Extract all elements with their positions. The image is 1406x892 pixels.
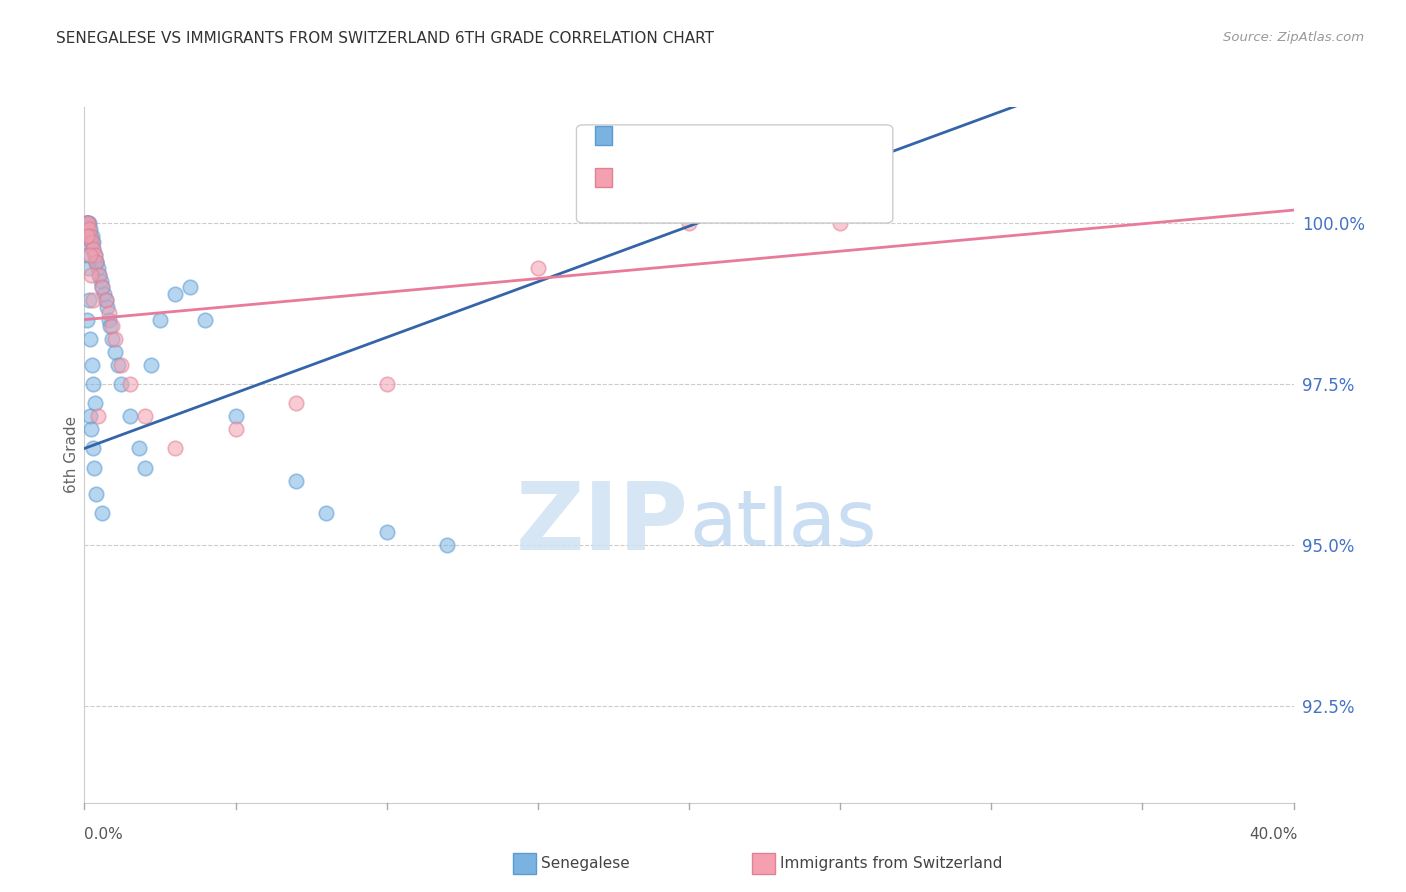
Point	[80, 235, 103, 250]
Point	[80, 422, 103, 436]
Point	[134, 409, 156, 424]
Text: 40.0%: 40.0%	[1250, 827, 1298, 841]
Point	[104, 344, 127, 359]
Point	[91, 506, 114, 520]
Point	[79, 332, 101, 346]
Point	[89, 268, 111, 282]
Y-axis label: 6th Grade: 6th Grade	[63, 417, 79, 493]
Point	[76, 216, 98, 230]
Point	[89, 268, 111, 282]
Point	[86, 486, 108, 500]
Point	[76, 248, 98, 262]
Point	[149, 312, 172, 326]
Point	[84, 396, 107, 410]
Point	[77, 222, 100, 236]
Point	[527, 261, 550, 276]
Point	[79, 228, 101, 243]
Point	[77, 293, 100, 308]
Point	[97, 306, 120, 320]
Text: 0.0%: 0.0%	[84, 827, 124, 841]
Point	[118, 377, 141, 392]
Point	[165, 286, 187, 301]
Point	[91, 280, 114, 294]
Point	[100, 319, 122, 334]
Point	[79, 228, 101, 243]
Point	[93, 286, 115, 301]
Point	[77, 216, 100, 230]
Point	[76, 228, 98, 243]
Point	[79, 248, 101, 262]
Point	[96, 300, 118, 314]
Point	[165, 442, 187, 456]
Point	[86, 254, 108, 268]
Point	[134, 460, 156, 475]
Point	[375, 377, 398, 392]
Point	[82, 377, 104, 392]
Point	[75, 216, 97, 230]
Point	[830, 216, 852, 230]
Text: R = 0.508   N = 54: R = 0.508 N = 54	[620, 127, 804, 145]
Point	[98, 319, 121, 334]
Point	[91, 280, 114, 294]
Point	[94, 293, 117, 308]
Point	[82, 235, 104, 250]
Point	[76, 216, 98, 230]
Text: Senegalese: Senegalese	[541, 856, 630, 871]
Point	[82, 442, 104, 456]
Point	[84, 248, 107, 262]
Point	[82, 293, 104, 308]
Point	[107, 358, 129, 372]
Point	[100, 332, 122, 346]
Point	[94, 293, 117, 308]
Text: Immigrants from Switzerland: Immigrants from Switzerland	[780, 856, 1002, 871]
Point	[179, 280, 201, 294]
Point	[194, 312, 217, 326]
Text: R = 0.364   N = 29: R = 0.364 N = 29	[620, 169, 804, 186]
Point	[79, 409, 101, 424]
Point	[118, 409, 141, 424]
Point	[76, 216, 98, 230]
Text: ZIP: ZIP	[516, 478, 689, 571]
Text: SENEGALESE VS IMMIGRANTS FROM SWITZERLAND 6TH GRADE CORRELATION CHART: SENEGALESE VS IMMIGRANTS FROM SWITZERLAN…	[56, 31, 714, 46]
Point	[82, 242, 104, 256]
Point	[82, 242, 104, 256]
Point	[97, 312, 120, 326]
Point	[110, 377, 132, 392]
Text: atlas: atlas	[689, 486, 876, 563]
Point	[285, 396, 308, 410]
Point	[77, 216, 100, 230]
Point	[80, 358, 103, 372]
Point	[80, 268, 103, 282]
Point	[84, 254, 107, 268]
Point	[285, 474, 308, 488]
Point	[87, 409, 110, 424]
Point	[128, 442, 150, 456]
Point	[139, 358, 162, 372]
Point	[436, 538, 458, 552]
Point	[225, 409, 247, 424]
Point	[110, 358, 132, 372]
Point	[375, 525, 398, 540]
Point	[77, 216, 100, 230]
Point	[84, 248, 107, 262]
Point	[86, 254, 108, 268]
Point	[79, 222, 101, 236]
Point	[225, 422, 247, 436]
Point	[80, 235, 103, 250]
Point	[678, 216, 700, 230]
Point	[80, 228, 103, 243]
Point	[76, 312, 98, 326]
Point	[77, 261, 100, 276]
Text: Source: ZipAtlas.com: Source: ZipAtlas.com	[1223, 31, 1364, 45]
Point	[315, 506, 337, 520]
Point	[87, 261, 110, 276]
Point	[90, 274, 112, 288]
Point	[104, 332, 127, 346]
Point	[83, 460, 105, 475]
